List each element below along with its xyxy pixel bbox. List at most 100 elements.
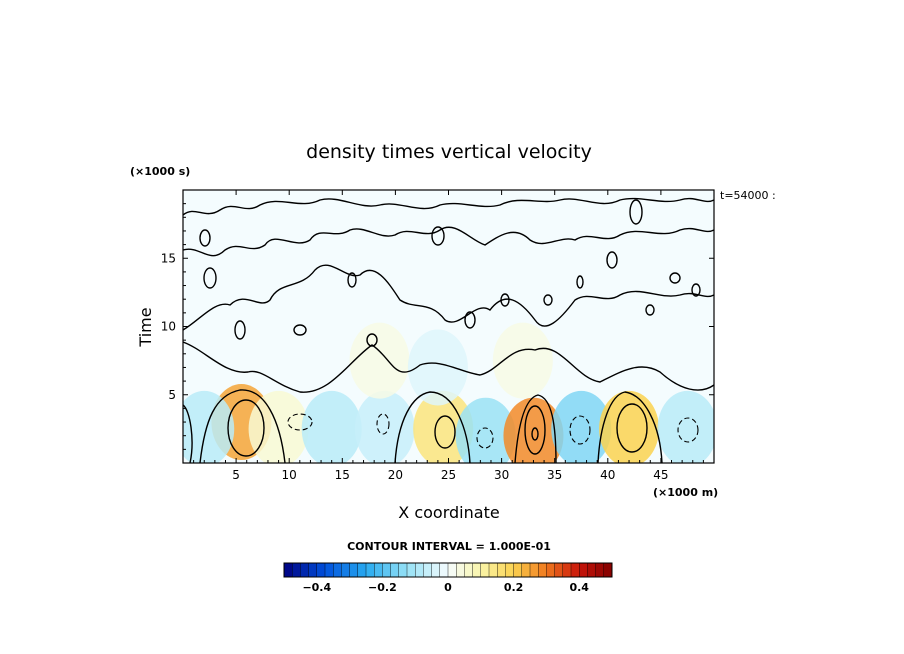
colorbar-swatch xyxy=(283,562,293,578)
colorbar-swatch xyxy=(472,562,482,578)
colorbar-swatch xyxy=(456,562,465,578)
colorbar-swatch xyxy=(529,562,539,578)
x-tick-label: 10 xyxy=(282,468,297,482)
contour-blob-14 xyxy=(645,304,655,316)
colorbar-swatch xyxy=(357,562,367,578)
y-axis-label: Time xyxy=(136,307,155,347)
contour-upper-3 xyxy=(183,197,714,216)
x-axis-label: X coordinate xyxy=(398,503,499,522)
contour-zero-6 xyxy=(183,404,193,463)
contour-upper-1 xyxy=(183,264,714,331)
colorbar-tick-label: 0.2 xyxy=(504,581,524,594)
colorbar-swatch xyxy=(415,562,424,578)
field-cell-13 xyxy=(407,329,468,406)
contour-blob-1 xyxy=(199,229,211,247)
x-tick-label: 45 xyxy=(653,468,668,482)
contour-pos-1 xyxy=(227,399,265,457)
colorbar-swatch xyxy=(349,562,359,578)
colorbar-swatch xyxy=(521,562,531,578)
colorbar-swatch xyxy=(324,562,334,578)
colorbar-swatch xyxy=(538,562,547,578)
colorbar-tick-label: 0 xyxy=(444,581,452,594)
colorbar-swatch xyxy=(316,562,326,578)
contour-blob-13 xyxy=(691,283,701,297)
contour-pos-5 xyxy=(616,403,648,453)
contour-blob-3 xyxy=(234,320,246,340)
contour-blob-4 xyxy=(293,324,307,336)
colorbar-swatch xyxy=(382,562,392,578)
contour-pos-4 xyxy=(531,427,539,441)
colorbar-tick-label: −0.4 xyxy=(302,581,331,594)
contour-zero-1 xyxy=(183,341,714,393)
axis-ticks: 5 10 15 20 25 30 35 40 45 5 10 15 xyxy=(161,190,714,482)
colorbar-swatch xyxy=(308,562,318,578)
contour-blob-11 xyxy=(629,199,643,225)
y-tick-label: 15 xyxy=(161,251,176,265)
field-cell-8 xyxy=(503,397,564,463)
contour-zero-3 xyxy=(394,391,471,463)
x-tick-label: 5 xyxy=(232,468,240,482)
contour-zero-2 xyxy=(199,389,286,463)
colorbar-swatch xyxy=(431,562,441,578)
contour-blob-9 xyxy=(543,294,553,306)
contour-neg-5 xyxy=(677,417,699,443)
colorbar-swatch xyxy=(341,562,351,578)
color-field xyxy=(183,322,714,463)
colorbar-swatch xyxy=(505,562,515,578)
field-cell-4 xyxy=(301,390,362,463)
x-axis-unit: (×1000 m) xyxy=(653,486,718,499)
colorbar-tick-label: −0.2 xyxy=(368,581,397,594)
colorbar-swatch xyxy=(603,562,613,578)
colorbar-swatch xyxy=(554,562,564,578)
contour-interval-label: CONTOUR INTERVAL = 1.000E-01 xyxy=(347,540,551,553)
field-cell-14 xyxy=(492,322,553,399)
colorbar-swatch xyxy=(497,562,506,578)
colorbar-swatch xyxy=(374,562,383,578)
contour-zero-5 xyxy=(597,391,663,463)
x-tick-label: 40 xyxy=(600,468,615,482)
x-tick-label: 25 xyxy=(441,468,456,482)
x-tick-label: 20 xyxy=(388,468,403,482)
field-cell-7 xyxy=(455,397,516,463)
colorbar-swatch xyxy=(579,562,588,578)
contour-blob-16 xyxy=(366,333,378,347)
field-cell-3 xyxy=(183,390,235,463)
colorbar-swatch xyxy=(570,562,580,578)
contour-zero-4 xyxy=(514,394,557,463)
chart-title: density times vertical velocity xyxy=(306,141,592,163)
contour-blob-2 xyxy=(203,267,217,289)
colorbar-swatch xyxy=(423,562,433,578)
colorbar-swatch xyxy=(333,562,342,578)
field-cell-5 xyxy=(354,390,415,463)
field-cell-11 xyxy=(657,390,714,463)
time-stamp: t=54000 : xyxy=(720,189,776,202)
colorbar-swatch xyxy=(439,562,449,578)
colorbar-swatch xyxy=(292,562,301,578)
contour-blob-15 xyxy=(576,275,584,289)
y-tick-label: 10 xyxy=(161,320,176,334)
colorbar-swatch xyxy=(447,562,457,578)
contour-neg-2 xyxy=(376,413,390,435)
field-cell-12 xyxy=(349,322,410,399)
contour-blob-10 xyxy=(606,251,618,269)
y-axis-unit: (×1000 s) xyxy=(130,165,190,178)
colorbar-swatch xyxy=(365,562,375,578)
colorbar-swatch xyxy=(587,562,597,578)
contour-neg-3 xyxy=(476,427,494,449)
contour-upper-2 xyxy=(183,226,714,257)
contour-pos-2 xyxy=(434,415,456,449)
colorbar-swatch xyxy=(398,562,408,578)
contour-blob-12 xyxy=(669,272,681,284)
contour-pos-3 xyxy=(524,405,546,455)
colorbar-swatch xyxy=(562,562,572,578)
field-cell-10 xyxy=(599,390,660,463)
colorbar-swatch xyxy=(300,562,310,578)
colorbar-tick-label: 0.4 xyxy=(569,581,589,594)
colorbar-swatch xyxy=(513,562,523,578)
contour-blob-5 xyxy=(347,272,357,288)
contour-blob-7 xyxy=(464,311,476,329)
colorbar xyxy=(283,562,613,578)
colorbar-swatch xyxy=(390,562,400,578)
colorbar-ticks: −0.4 −0.2 0 0.2 0.4 xyxy=(302,581,589,594)
